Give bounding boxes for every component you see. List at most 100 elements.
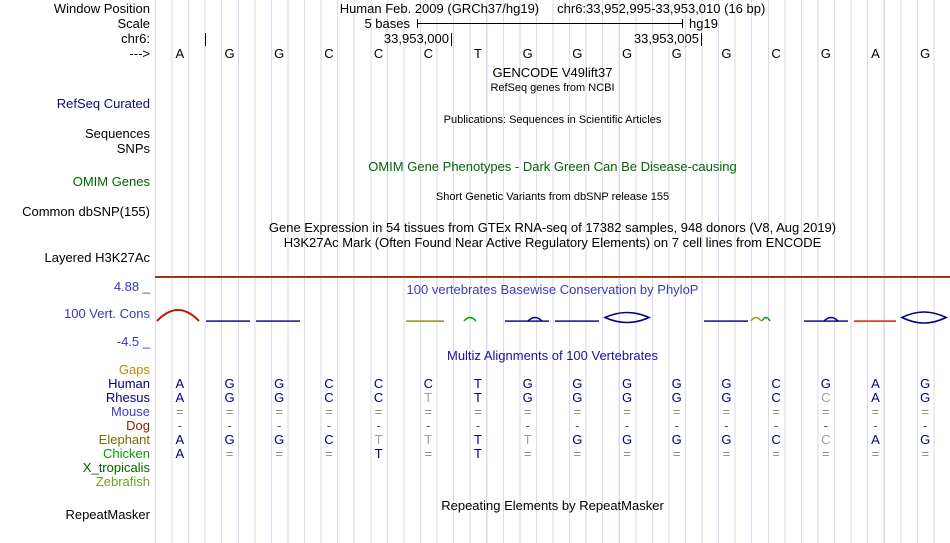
phylop-title[interactable]: 100 vertebrates Basewise Conservation by… [406, 282, 699, 297]
alignment-base: T [424, 390, 433, 405]
alignment-base: - [277, 418, 282, 433]
left-label-cons-min[interactable]: -4.5 _ [116, 334, 150, 349]
left-label-snps[interactable]: SNPs [116, 141, 150, 156]
alignment-base: = [871, 404, 880, 419]
alignment-base: = [225, 404, 234, 419]
publications-title[interactable]: Publications: Sequences in Scientific Ar… [443, 114, 662, 126]
alignment-base [155, 461, 205, 475]
alignment-base: = [722, 404, 731, 419]
sequence-base: G [820, 46, 831, 61]
left-label-cons-max[interactable]: 4.88 _ [113, 279, 150, 294]
alignment-base [205, 475, 255, 489]
left-label-sequences[interactable]: Sequences [84, 126, 150, 141]
species-label-dog[interactable]: Dog [126, 418, 150, 433]
alignment-base: T [473, 390, 482, 405]
species-label-chicken[interactable]: Chicken [103, 446, 150, 461]
assembly-label: Human Feb. 2009 (GRCh37/hg19) [339, 1, 540, 16]
alignment-base [702, 475, 752, 489]
alignment-base [503, 461, 553, 475]
alignment-base: G [621, 390, 633, 405]
alignment-base: G [721, 390, 732, 405]
left-label-refseq-curated[interactable]: RefSeq Curated [56, 96, 150, 111]
alignment-base: G [522, 390, 533, 405]
alignment-base [751, 461, 801, 475]
alignment-base: C [771, 376, 781, 391]
alignment-base: C [324, 376, 334, 391]
alignment-base: = [772, 446, 780, 461]
alignment-base [652, 475, 702, 489]
alignment-base: G [671, 390, 682, 405]
sequence-base: G [572, 46, 583, 61]
alignment-base: = [921, 404, 929, 419]
left-label-chrom[interactable]: chr6: [121, 31, 150, 46]
alignment-base [751, 363, 801, 377]
alignment-base [453, 475, 503, 489]
h3k27ac-title[interactable]: H3K27Ac Mark (Often Found Near Active Re… [283, 235, 822, 250]
alignment-base: A [871, 390, 880, 405]
left-label-layered-h3k27ac[interactable]: Layered H3K27Ac [44, 250, 150, 265]
alignment-base: G [572, 390, 583, 405]
alignment-base [304, 461, 354, 475]
alignment-base: = [424, 446, 433, 461]
alignment-base: = [573, 446, 582, 461]
alignment-base: - [823, 418, 828, 433]
alignment-base [652, 363, 702, 377]
species-label-elephant[interactable]: Elephant [98, 432, 150, 447]
sequence-base: C [324, 46, 334, 61]
left-label-omim-genes[interactable]: OMIM Genes [72, 174, 150, 189]
left-label-strand[interactable]: ---> [129, 46, 150, 61]
species-label-x_tropicalis[interactable]: X_tropicalis [82, 460, 150, 475]
left-label-vert-cons[interactable]: 100 Vert. Cons [64, 306, 150, 321]
alignment-base: = [821, 446, 830, 461]
left-label-scale[interactable]: Scale [117, 16, 150, 31]
alignment-base [553, 461, 603, 475]
alignment-base: G [274, 376, 285, 391]
omim-title[interactable]: OMIM Gene Phenotypes - Dark Green Can Be… [368, 159, 737, 174]
sequence-base: C [423, 46, 433, 61]
alignment-base [254, 475, 304, 489]
alignment-base: = [573, 404, 582, 419]
left-label-common-dbsnp[interactable]: Common dbSNP(155) [22, 204, 150, 219]
alignment-row-chicken: A = = = T = T = = = = = = = = = [155, 447, 950, 461]
gtex-title[interactable]: Gene Expression in 54 tissues from GTEx … [268, 220, 837, 235]
species-label-zebrafish[interactable]: Zebrafish [95, 474, 150, 489]
alignment-base [801, 475, 851, 489]
sequence-base: G [274, 46, 285, 61]
left-label-window-position[interactable]: Window Position [53, 1, 150, 16]
alignment-row-dog: ---------------- [155, 419, 950, 433]
multiz-title[interactable]: Multiz Alignments of 100 Vertebrates [446, 348, 658, 363]
species-label-gaps[interactable]: Gaps [118, 362, 150, 377]
alignment-base: T [374, 432, 383, 447]
alignment-base [403, 363, 453, 377]
alignment-base: C [373, 390, 384, 405]
alignment-base: G [274, 390, 285, 405]
sequence-base: G [621, 46, 633, 61]
alignment-base: A [175, 390, 185, 405]
gencode-title[interactable]: GENCODE V49lift37 [492, 65, 613, 80]
alignment-row-x_tropicalis [155, 461, 950, 475]
alignment-base [702, 363, 752, 377]
gencode-subtitle[interactable]: RefSeq genes from NCBI [490, 82, 615, 94]
alignment-base: G [671, 432, 682, 447]
species-label-rhesus[interactable]: Rhesus [105, 390, 150, 405]
alignment-base: - [575, 418, 580, 433]
species-label-mouse[interactable]: Mouse [110, 404, 150, 419]
alignment-base [851, 363, 901, 377]
alignment-base [354, 363, 404, 377]
alignment-base: = [672, 446, 681, 461]
alignment-base: G [224, 390, 235, 405]
alignment-row-zebrafish [155, 475, 950, 489]
repeatmasker-title[interactable]: Repeating Elements by RepeatMasker [441, 498, 664, 513]
alignment-base: - [724, 418, 729, 433]
alignment-base: G [274, 432, 285, 447]
dbsnp-title[interactable]: Short Genetic Variants from dbSNP releas… [435, 191, 670, 203]
species-label-human[interactable]: Human [108, 376, 150, 391]
alignment-base: = [523, 446, 532, 461]
left-label-repeatmasker[interactable]: RepeatMasker [65, 507, 150, 522]
alignment-base: T [374, 446, 383, 461]
coordinate-left: 33,953,000 [383, 31, 449, 46]
alignment-base: - [475, 418, 481, 433]
